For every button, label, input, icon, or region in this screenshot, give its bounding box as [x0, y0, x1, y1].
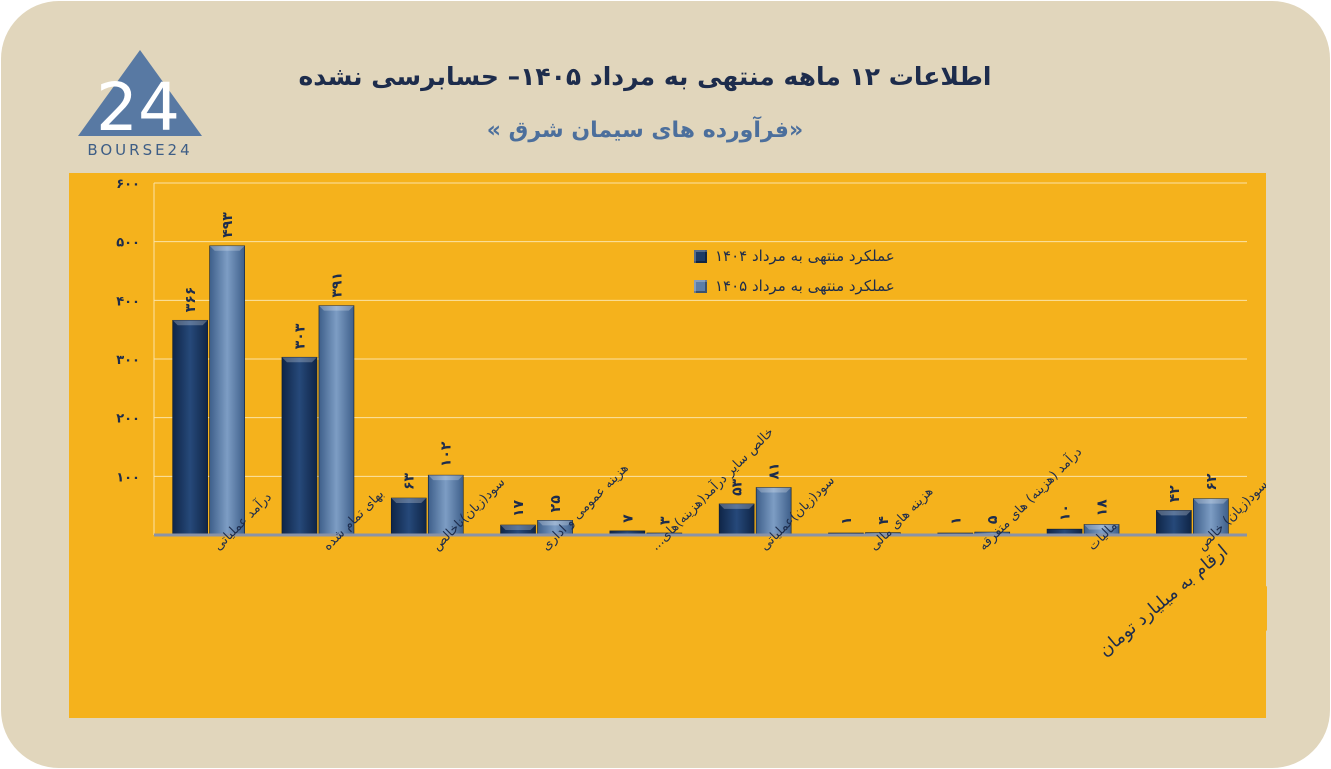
bar-1404: [281, 356, 318, 536]
data-label: ۱: [839, 516, 855, 525]
data-label: ۴۲: [1167, 485, 1183, 503]
data-label: ۱: [948, 516, 964, 525]
data-label: ۳: [657, 516, 673, 525]
legend-item-1404: عملکرد منتهی به مرداد ۱۴۰۴: [694, 241, 895, 271]
bar-bevel: [209, 245, 245, 251]
data-label: ۵۳: [730, 478, 746, 496]
bar-bevel: [1193, 498, 1229, 504]
logo-mark: 24: [96, 69, 180, 146]
bar-bevel: [719, 503, 755, 509]
data-label: ۴۹۳: [220, 212, 236, 238]
bar-bevel: [537, 520, 573, 526]
data-label: ۷: [620, 514, 636, 523]
y-tick-label: ۲۰۰: [116, 412, 140, 427]
y-tick-label: ۴۰۰: [116, 294, 140, 309]
data-label: ۱۷: [511, 499, 527, 517]
bar-bevel: [756, 487, 792, 493]
legend-label-1405: عملکرد منتهی به مرداد ۱۴۰۵: [715, 277, 895, 295]
chart-subtitle: «فرآورده های سیمان شرق »: [486, 118, 804, 143]
data-label: ۳۶۶: [183, 287, 199, 313]
bar-bevel: [281, 357, 317, 363]
bar-bevel: [172, 320, 208, 326]
bar-1404: [718, 503, 755, 536]
category-label: درآمد (هزینه) های متفرقه: [975, 443, 1086, 554]
data-label: ۴: [876, 516, 892, 525]
bar-1405: [318, 305, 355, 536]
bourse24-logo-icon: 24: [78, 50, 202, 146]
data-label: ۶۲: [1204, 473, 1220, 491]
bar-1404: [1156, 510, 1192, 536]
chart-title: اطلاعات ۱۲ ماهه منتهی به مرداد ۱۴۰۵– حسا…: [298, 62, 992, 91]
bar-1404: [390, 497, 427, 536]
data-label: ۳۹۱: [329, 272, 345, 298]
bar-bevel: [391, 498, 427, 504]
y-tick-label: ۵۰۰: [116, 236, 140, 251]
data-label: ۵: [985, 515, 1001, 524]
y-tick-label: ۳۰۰: [116, 353, 140, 368]
data-label: ۱۸: [1095, 499, 1111, 517]
bar-bevel: [1084, 524, 1120, 530]
bar-1405: [427, 474, 464, 536]
bar-bevel: [428, 475, 464, 481]
bar-1405: [1193, 498, 1229, 536]
data-label: ۳۰۳: [292, 323, 308, 349]
legend-label-1404: عملکرد منتهی به مرداد ۱۴۰۴: [715, 247, 895, 265]
chart-panel: [69, 173, 1266, 718]
chart-legend: عملکرد منتهی به مرداد ۱۴۰۴ عملکرد منتهی …: [694, 241, 895, 301]
bar-1405: [209, 245, 245, 536]
bar-1404: [172, 319, 208, 536]
bar-bevel: [500, 525, 536, 531]
y-tick-label: ۱۰۰: [116, 470, 140, 485]
data-label: ۲۵: [548, 495, 564, 513]
y-tick-label: ۶۰۰: [116, 177, 140, 192]
data-label: ۱۰۲: [439, 441, 455, 467]
data-label: ۶۳: [402, 472, 418, 490]
logo-text: BOURSE24: [87, 141, 193, 159]
bar-bevel: [318, 305, 354, 311]
data-label: ۱۰: [1058, 504, 1074, 521]
legend-item-1405: عملکرد منتهی به مرداد ۱۴۰۵: [694, 271, 895, 301]
unit-band: [1045, 586, 1267, 718]
unit-band-shape: [1045, 586, 1267, 718]
bar-bevel: [1156, 510, 1192, 516]
data-label: ۸۱: [767, 462, 783, 479]
legend-swatch-1404: [694, 249, 707, 263]
legend-swatch-1405: [694, 279, 707, 293]
